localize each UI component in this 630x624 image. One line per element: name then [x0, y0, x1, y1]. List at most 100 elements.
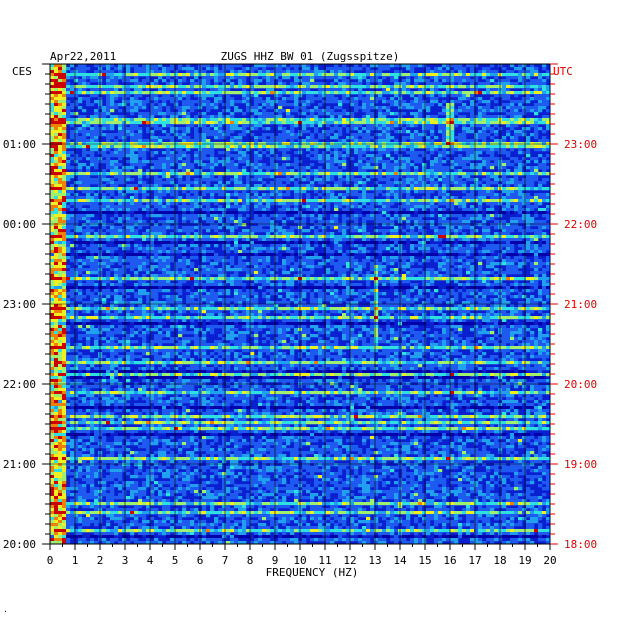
- heat-cell: [78, 163, 83, 167]
- heat-cell: [194, 118, 199, 122]
- heat-cell: [362, 76, 367, 80]
- heat-cell: [362, 175, 367, 179]
- heat-cell: [534, 196, 539, 200]
- heat-cell: [434, 121, 439, 125]
- heat-cell: [262, 205, 267, 209]
- heat-cell: [474, 223, 479, 227]
- heat-cell: [278, 172, 283, 176]
- heat-cell: [86, 166, 91, 170]
- heat-cell: [134, 211, 139, 215]
- heat-cell: [218, 130, 223, 134]
- heat-cell: [386, 130, 391, 134]
- heat-cell: [270, 220, 275, 224]
- heat-cell: [438, 202, 443, 206]
- heat-cell: [314, 178, 319, 182]
- heat-cell: [58, 121, 63, 125]
- heat-cell: [86, 91, 91, 95]
- heat-cell: [458, 106, 463, 110]
- heat-cell: [526, 220, 531, 224]
- heat-cell: [178, 82, 183, 86]
- heat-cell: [118, 172, 123, 176]
- heat-cell: [134, 172, 139, 176]
- heat-cell: [222, 208, 227, 212]
- heat-cell: [414, 187, 419, 191]
- heat-cell: [130, 157, 135, 161]
- heat-cell: [146, 67, 151, 71]
- heat-cell: [150, 67, 155, 71]
- heat-cell: [518, 220, 523, 224]
- heat-cell: [238, 100, 243, 104]
- heat-cell: [218, 190, 223, 194]
- heat-cell: [530, 121, 535, 125]
- heat-cell: [342, 64, 347, 68]
- heat-cell: [422, 187, 427, 191]
- heat-cell: [306, 184, 311, 188]
- heat-cell: [194, 169, 199, 173]
- heat-cell: [286, 121, 291, 125]
- heat-cell: [250, 67, 255, 71]
- heat-cell: [470, 94, 475, 98]
- heat-cell: [246, 100, 251, 104]
- heat-cell: [74, 88, 79, 92]
- heat-cell: [410, 148, 415, 152]
- heat-cell: [466, 127, 471, 131]
- heat-cell: [422, 127, 427, 131]
- heat-cell: [450, 175, 455, 179]
- heat-cell: [238, 76, 243, 80]
- heat-cell: [538, 97, 543, 101]
- heat-cell: [254, 145, 259, 149]
- heat-cell: [234, 190, 239, 194]
- heat-cell: [394, 64, 399, 68]
- heat-cell: [438, 211, 443, 215]
- heat-cell: [54, 190, 59, 194]
- heat-cell: [466, 106, 471, 110]
- heat-cell: [326, 73, 331, 77]
- heat-cell: [358, 193, 363, 197]
- heat-cell: [470, 139, 475, 143]
- heat-cell: [422, 181, 427, 185]
- heat-cell: [342, 100, 347, 104]
- heat-cell: [214, 163, 219, 167]
- heat-cell: [538, 148, 543, 152]
- heat-cell: [474, 121, 479, 125]
- heat-cell: [458, 121, 463, 125]
- heat-cell: [426, 103, 431, 107]
- heat-cell: [302, 103, 307, 107]
- heat-cell: [522, 214, 527, 218]
- heat-cell: [514, 115, 519, 119]
- heat-cell: [474, 76, 479, 80]
- heat-cell: [190, 202, 195, 206]
- heat-cell: [402, 172, 407, 176]
- heat-cell: [402, 121, 407, 125]
- heat-cell: [478, 130, 483, 134]
- heat-cell: [62, 82, 67, 86]
- heat-cell: [378, 112, 383, 116]
- heat-cell: [226, 160, 231, 164]
- heat-cell: [514, 196, 519, 200]
- heat-cell: [518, 211, 523, 215]
- heat-cell: [538, 88, 543, 92]
- heat-cell: [314, 157, 319, 161]
- right-axis-label: UTC: [553, 65, 573, 78]
- heat-cell: [110, 184, 115, 188]
- heat-cell: [234, 85, 239, 89]
- heat-cell: [466, 160, 471, 164]
- heat-cell: [326, 94, 331, 98]
- heat-cell: [62, 181, 67, 185]
- heat-cell: [402, 130, 407, 134]
- heat-cell: [350, 82, 355, 86]
- heat-cell: [130, 190, 135, 194]
- heat-cell: [86, 133, 91, 137]
- heat-cell: [202, 172, 207, 176]
- heat-cell: [110, 97, 115, 101]
- heat-cell: [422, 79, 427, 83]
- heat-cell: [174, 226, 179, 230]
- heat-cell: [446, 118, 451, 122]
- heat-cell: [342, 211, 347, 215]
- heat-cell: [58, 109, 63, 113]
- heat-cell: [482, 145, 487, 149]
- heat-cell: [490, 70, 495, 74]
- heat-cell: [258, 70, 263, 74]
- heat-cell: [374, 85, 379, 89]
- heat-cell: [510, 124, 515, 128]
